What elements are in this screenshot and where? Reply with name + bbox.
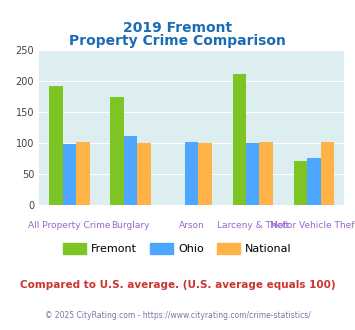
Bar <box>307 158 321 205</box>
Bar <box>76 142 90 205</box>
Bar <box>110 97 124 205</box>
Bar <box>233 74 246 205</box>
Text: Motor Vehicle Theft: Motor Vehicle Theft <box>270 221 355 230</box>
Bar <box>246 143 260 205</box>
Bar <box>260 142 273 205</box>
Text: Arson: Arson <box>179 221 204 230</box>
Bar <box>49 86 63 205</box>
Text: 2019 Fremont: 2019 Fremont <box>123 21 232 35</box>
Text: Burglary: Burglary <box>111 221 150 230</box>
Legend: Fremont, Ohio, National: Fremont, Ohio, National <box>59 238 296 258</box>
Bar <box>63 144 76 205</box>
Bar <box>185 142 198 205</box>
Text: Property Crime Comparison: Property Crime Comparison <box>69 34 286 48</box>
Text: All Property Crime: All Property Crime <box>28 221 111 230</box>
Bar <box>321 142 334 205</box>
Text: Compared to U.S. average. (U.S. average equals 100): Compared to U.S. average. (U.S. average … <box>20 280 335 290</box>
Bar <box>137 143 151 205</box>
Bar <box>198 143 212 205</box>
Bar <box>294 161 307 205</box>
Text: Larceny & Theft: Larceny & Theft <box>217 221 289 230</box>
Bar <box>124 136 137 205</box>
Text: © 2025 CityRating.com - https://www.cityrating.com/crime-statistics/: © 2025 CityRating.com - https://www.city… <box>45 311 310 320</box>
